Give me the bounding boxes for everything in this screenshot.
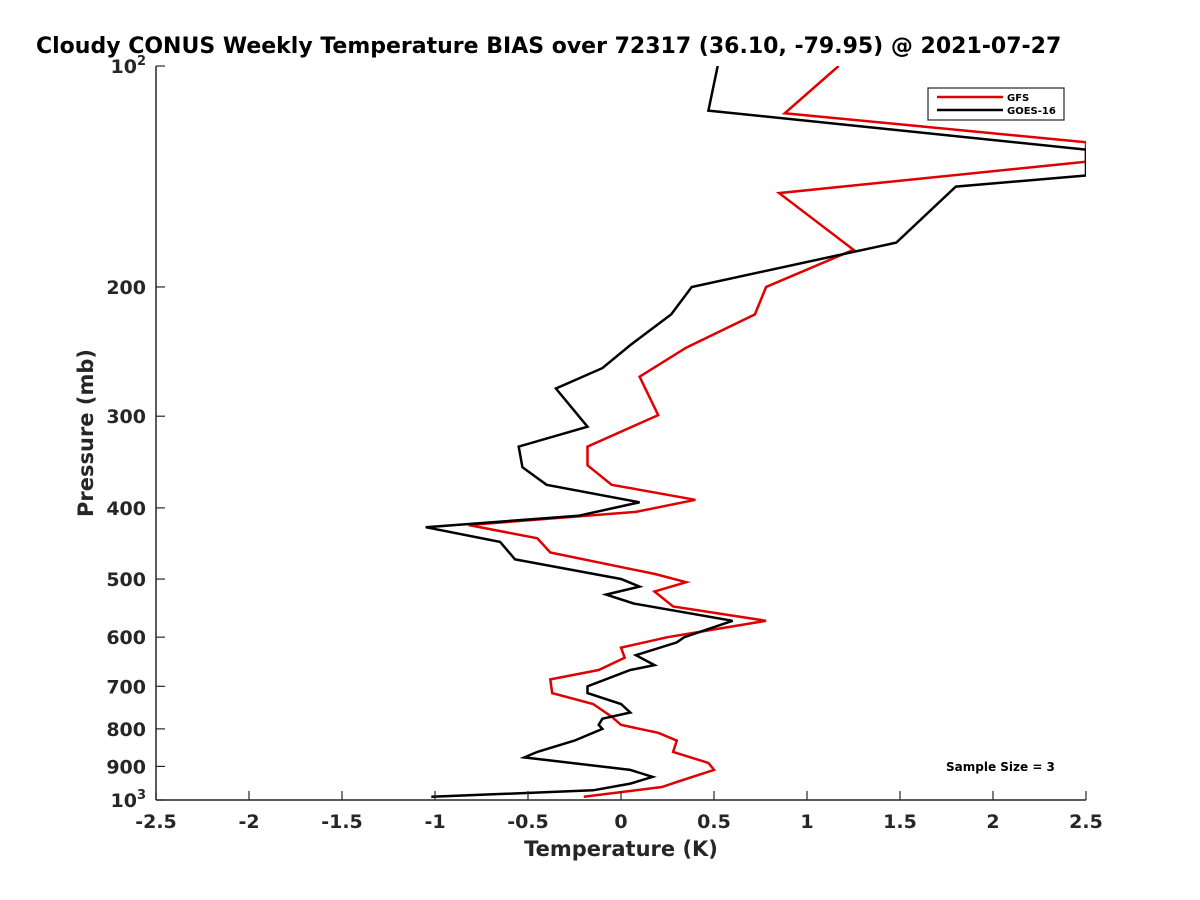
x-tick-label: -2 (238, 811, 259, 833)
x-tick-label: -1.5 (321, 811, 363, 833)
y-tick-label: 500 (106, 569, 146, 591)
x-tick-label: 0 (614, 811, 627, 833)
chart-title: Cloudy CONUS Weekly Temperature BIAS ove… (36, 34, 1061, 59)
x-tick-label: 1.5 (883, 811, 917, 833)
series-line-goes16 (425, 66, 1086, 799)
y-tick-label: 300 (106, 406, 146, 428)
legend-label-gfs: GFS (1007, 93, 1029, 104)
x-tick-label: 1 (800, 811, 813, 833)
y-axis-label: Pressure (mb) (74, 349, 98, 517)
series-layer (425, 66, 1086, 799)
legend: GFS GOES-16 (927, 87, 1065, 121)
x-tick-label: 2 (986, 811, 999, 833)
y-tick-label: 700 (106, 676, 146, 698)
y-tick-label: 900 (106, 756, 146, 778)
x-tick-label: 0.5 (697, 811, 731, 833)
y-tick-label: 600 (106, 627, 146, 649)
y-tick-label: 102 (111, 54, 147, 78)
y-tick-label: 200 (106, 277, 146, 299)
y-ticks: 102 200 300 400 500 600 700 800 900 103 (106, 54, 165, 812)
x-tick-label: 2.5 (1069, 811, 1103, 833)
x-axis-label: Temperature (K) (524, 837, 718, 861)
x-tick-label: -1 (424, 811, 445, 833)
series-line-gfs (468, 66, 1086, 799)
legend-box (927, 87, 1065, 121)
x-tick-label: -2.5 (135, 811, 177, 833)
x-ticks: -2.5 -2 -1.5 -1 -0.5 0 0.5 1 1.5 2 2.5 (135, 791, 1103, 833)
legend-label-goes16: GOES-16 (1007, 106, 1056, 117)
y-tick-label: 103 (111, 788, 147, 812)
sample-size-annotation: Sample Size = 3 (946, 760, 1055, 774)
x-tick-label: -0.5 (507, 811, 549, 833)
y-tick-label: 800 (106, 719, 146, 741)
y-tick-label: 400 (106, 498, 146, 520)
